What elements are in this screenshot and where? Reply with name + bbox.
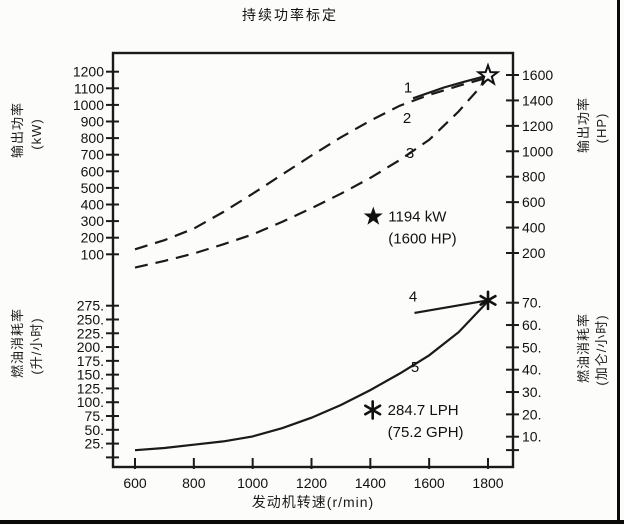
power-annotation-marker [363,206,383,225]
fuel-gph-tick-label: 40. [522,362,541,378]
power-kw-tick-label: 700 [81,147,105,163]
power-kw-tick-label: 1000 [73,97,104,113]
power-right-axis-unit: (HP) [594,113,609,144]
x-axis-tick-label: 1200 [296,475,327,491]
chart-title: 持续功率标定 [242,7,338,23]
fuel-left-axis-unit: (升/小时) [29,317,44,374]
power-hp-tick-label: 400 [522,220,546,236]
power-kw-tick-label: 600 [81,163,105,179]
power-kw-tick-label: 300 [81,213,105,229]
power-kw-tick-label: 1200 [73,64,104,80]
fuel-lph-tick-label: 150. [77,367,104,383]
fuel-annotation-line-2: (75.2 GPH) [388,424,464,441]
power-left-axis-unit: (kW) [29,118,44,149]
fuel-left-axis-title: 燃油消耗率 [10,308,25,378]
fuel-right-axis-unit: (加仑/小时) [594,314,609,385]
fuel-gph-tick-label: 10. [522,429,541,445]
x-axis-tick-label: 1800 [472,475,503,491]
curve-label-1: 1 [404,79,412,96]
page-border-right [617,0,620,522]
power-hp-tick-label: 1200 [522,118,553,134]
curve-3 [134,77,489,269]
curve-5 [134,300,489,452]
power-hp-tick-label: 800 [522,169,546,185]
fuel-gph-tick-label: 20. [522,406,541,422]
power-hp-tick-label: 1000 [522,143,553,159]
power-kw-tick-label: 400 [81,197,105,213]
fuel-right-axis-title: 燃油消耗率 [576,313,591,383]
x-axis-tick-label: 1000 [237,475,268,491]
curve-label-3: 3 [406,145,414,162]
curve-label-2: 2 [403,110,411,127]
fuel-lph-tick-label: 125. [77,380,104,396]
chart-generated-layer: 1200110010009008007006005004003002001001… [73,62,553,491]
fuel-lph-tick-label: 75. [85,408,104,424]
x-axis-tick-label: 1600 [414,475,445,491]
x-axis-title: 发动机转速(r/min) [252,494,374,510]
fuel-gph-tick-label: 50. [522,339,541,355]
fuel-lph-tick-label: 175. [77,353,104,369]
x-axis-tick-label: 800 [182,475,206,491]
power-hp-tick-label: 600 [522,194,546,210]
curve-label-5: 5 [411,359,419,376]
curve-label-4: 4 [409,288,417,305]
fuel-endpoint-marker [479,290,497,311]
curve-4 [414,299,489,314]
curve-2 [134,76,489,251]
power-kw-tick-label: 1100 [74,80,104,96]
fuel-lph-tick-label: 250. [77,311,104,327]
fuel-gph-tick-label: 60. [522,317,541,333]
plot-frame [111,51,515,469]
power-hp-tick-label: 1600 [522,67,553,83]
fuel-annotation-marker [364,400,382,420]
power-kw-tick-label: 100 [81,246,105,262]
power-annotation-line-1: 1194 kW [388,209,447,226]
power-endpoint-marker [475,62,501,86]
power-hp-tick-label: 1400 [522,92,553,108]
power-kw-tick-label: 500 [81,180,105,196]
curve-1 [412,74,489,100]
fuel-lph-tick-label: 25. [85,436,104,452]
power-left-axis-title: 输出功率 [10,102,25,158]
power-hp-tick-label: 200 [522,245,546,261]
fuel-gph-tick-label: 70. [522,295,541,311]
fuel-gph-tick-label: 30. [522,384,541,400]
x-axis-tick-label: 600 [123,475,147,491]
page-border-bottom [0,520,624,524]
fuel-lph-tick-label: 225. [77,325,104,341]
fuel-annotation-line-1: 284.7 LPH [388,402,459,419]
fuel-lph-tick-label: 100. [77,394,104,410]
fuel-lph-tick-label: 50. [85,422,104,438]
x-axis-tick-label: 1400 [355,475,386,491]
power-right-axis-title: 输出功率 [576,97,591,153]
power-kw-tick-label: 200 [81,230,105,246]
power-annotation-line-2: (1600 HP) [388,231,456,248]
fuel-lph-tick-label: 275. [77,298,104,314]
power-kw-tick-label: 800 [81,130,105,146]
fuel-lph-tick-label: 200. [77,339,104,355]
power-kw-tick-label: 900 [81,114,105,130]
